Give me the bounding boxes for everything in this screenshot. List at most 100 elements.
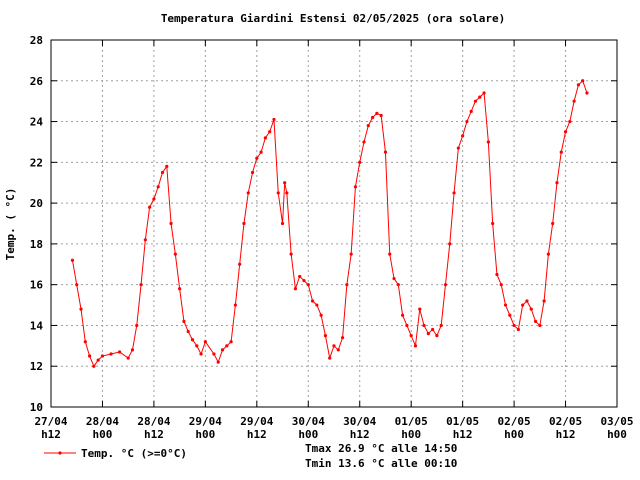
data-point	[263, 136, 267, 140]
data-point	[96, 358, 100, 362]
data-point	[306, 283, 310, 287]
data-point	[75, 283, 79, 287]
data-point	[516, 327, 520, 332]
y-tick-label: 26	[30, 75, 44, 88]
y-tick-label: 28	[30, 34, 43, 47]
x-tick-label: 03/05 h00	[600, 415, 633, 441]
data-point	[551, 221, 555, 226]
data-point	[559, 150, 563, 154]
data-point	[431, 327, 435, 332]
data-point	[298, 274, 302, 279]
data-point	[220, 348, 225, 352]
data-point	[340, 336, 345, 340]
data-point	[353, 185, 358, 189]
data-point	[156, 185, 160, 189]
data-point	[276, 191, 280, 195]
data-point	[585, 91, 589, 95]
data-point	[358, 160, 362, 164]
y-tick-label: 14	[30, 319, 44, 332]
data-point	[473, 99, 478, 103]
data-point	[87, 354, 92, 358]
data-point	[439, 323, 443, 328]
data-point	[100, 354, 105, 358]
x-tick-label: 01/05 h12	[446, 415, 479, 441]
y-tick-label: 20	[30, 197, 43, 210]
data-point	[370, 115, 375, 120]
x-tick-label: 30/04 h12	[343, 415, 376, 441]
data-point	[323, 334, 328, 338]
data-point	[413, 344, 418, 348]
data-point	[418, 307, 422, 311]
y-tick-label: 24	[30, 116, 44, 129]
data-point	[135, 323, 139, 328]
data-point	[349, 252, 353, 256]
x-tick-label: 28/04 h00	[86, 415, 119, 441]
data-point	[482, 91, 486, 95]
data-point	[375, 111, 379, 115]
data-point	[109, 352, 113, 356]
y-axis-label: Temp. ( °C)	[4, 188, 17, 261]
data-point	[491, 221, 495, 226]
data-line	[71, 79, 588, 368]
annotation: Tmin 13.6 °C alle 00:10	[305, 457, 457, 470]
data-point	[469, 109, 473, 113]
data-point	[533, 319, 538, 323]
data-point	[289, 252, 293, 256]
data-point	[165, 164, 169, 169]
x-tick-label: 01/05 h00	[395, 415, 428, 441]
data-point	[79, 307, 83, 311]
y-tick-label: 22	[30, 156, 43, 169]
data-point	[70, 258, 75, 262]
data-point	[126, 356, 130, 360]
annotation: Tmax 26.9 °C alle 14:50	[305, 442, 457, 455]
data-point	[499, 283, 503, 287]
data-point	[182, 319, 186, 323]
data-point	[328, 356, 332, 360]
data-point	[392, 276, 396, 281]
data-point	[178, 287, 182, 291]
x-tick-label: 02/05 h12	[549, 415, 582, 441]
data-point	[525, 299, 529, 303]
data-point	[383, 150, 388, 154]
data-point	[280, 221, 285, 226]
data-point	[336, 348, 340, 352]
data-point	[568, 119, 572, 124]
x-tick-label: 28/04 h12	[137, 415, 170, 441]
y-tick-label: 16	[30, 279, 44, 292]
legend-label: Temp. °C (>=0°C)	[81, 447, 187, 460]
data-point	[283, 181, 287, 185]
data-point	[118, 350, 122, 354]
data-point	[130, 348, 135, 352]
data-point	[435, 334, 439, 338]
data-point	[512, 323, 516, 328]
data-point	[195, 344, 199, 348]
data-point	[143, 238, 147, 242]
plot-border	[50, 39, 618, 408]
chart-title: Temperatura Giardini Estensi 02/05/2025 …	[161, 12, 505, 25]
data-point	[199, 352, 203, 356]
legend-marker	[58, 451, 62, 455]
y-tick-label: 18	[30, 238, 43, 251]
data-point	[495, 272, 499, 277]
data-point	[461, 134, 465, 138]
data-point	[362, 140, 366, 144]
data-point	[186, 329, 190, 334]
data-point	[315, 303, 319, 307]
data-point	[268, 130, 272, 134]
data-point	[521, 303, 525, 307]
data-point	[401, 313, 405, 317]
data-point	[250, 170, 255, 175]
data-point	[546, 252, 550, 256]
data-point	[486, 140, 490, 144]
data-point	[529, 307, 533, 311]
data-point	[229, 340, 233, 344]
data-point	[148, 205, 152, 209]
x-tick-label: 02/05 h00	[498, 415, 531, 441]
data-point	[508, 313, 512, 317]
data-point	[259, 150, 263, 154]
data-point	[503, 303, 508, 307]
data-point	[242, 221, 246, 226]
data-point	[203, 340, 207, 344]
